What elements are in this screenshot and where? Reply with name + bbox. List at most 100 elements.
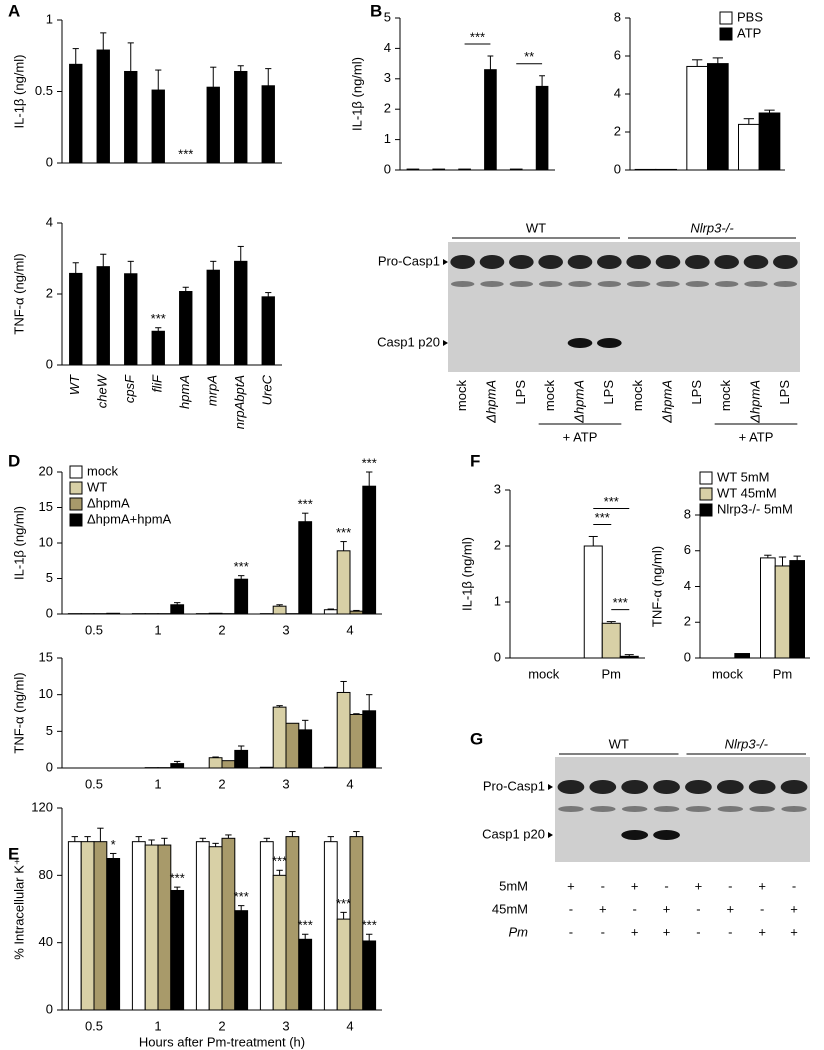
x-tick-label: 4 bbox=[346, 776, 353, 791]
panel-label: G bbox=[470, 729, 483, 748]
error-bar bbox=[778, 556, 787, 566]
significance: *** bbox=[298, 497, 313, 512]
y-axis-label: IL-1β (ng/ml) bbox=[11, 506, 26, 580]
x-tick-label: 3 bbox=[282, 622, 289, 637]
y-tick-label: 4 bbox=[384, 40, 391, 55]
error-bar bbox=[302, 512, 309, 522]
error-bar bbox=[127, 42, 134, 72]
bar bbox=[221, 760, 236, 769]
significance: *** bbox=[170, 871, 185, 886]
y-tick-label: 80 bbox=[39, 867, 53, 882]
x-tick-label: 0.5 bbox=[85, 622, 103, 637]
x-tick-label: Pm bbox=[773, 666, 793, 681]
y-tick-label: 40 bbox=[39, 934, 53, 949]
band-faint bbox=[480, 281, 504, 287]
band bbox=[685, 780, 712, 794]
x-tick-label: fliF bbox=[150, 374, 165, 392]
condition-mark: - bbox=[633, 901, 637, 916]
significance: *** bbox=[362, 918, 377, 933]
error-bar bbox=[764, 554, 772, 558]
legend-swatch bbox=[69, 481, 83, 495]
bar bbox=[234, 578, 249, 615]
y-tick-label: 0 bbox=[494, 649, 501, 664]
lane-label: mock bbox=[454, 380, 469, 412]
y-tick-label: 0 bbox=[684, 649, 691, 664]
y-tick-label: 0 bbox=[46, 356, 53, 371]
legend-swatch bbox=[719, 27, 733, 41]
y-tick-label: 0 bbox=[46, 759, 53, 774]
error-bar bbox=[97, 827, 104, 842]
x-tick-label: UreC bbox=[260, 374, 275, 405]
x-tick-label: 3 bbox=[282, 776, 289, 791]
error-bar bbox=[606, 621, 616, 624]
error-bar bbox=[353, 831, 360, 837]
band-faint bbox=[538, 281, 563, 287]
group-label: WT bbox=[609, 736, 629, 751]
error-bar bbox=[155, 327, 162, 332]
band bbox=[743, 255, 769, 269]
y-axis-label: TNF-α (ng/ml) bbox=[11, 672, 26, 753]
band-faint bbox=[685, 806, 712, 812]
band-faint bbox=[685, 281, 710, 287]
band-p20 bbox=[621, 830, 649, 840]
band-faint bbox=[509, 281, 534, 287]
condition-mark: - bbox=[569, 924, 573, 939]
bar bbox=[406, 168, 420, 171]
error-bar bbox=[100, 32, 107, 51]
error-bar bbox=[161, 837, 168, 846]
band-label: Pro-Casp1 bbox=[378, 253, 440, 268]
bar bbox=[179, 291, 193, 366]
bar bbox=[619, 655, 639, 659]
band-faint bbox=[590, 806, 616, 812]
bar bbox=[170, 604, 185, 615]
significance: *** bbox=[272, 854, 287, 869]
y-tick-label: 6 bbox=[684, 542, 691, 557]
y-tick-label: 2 bbox=[494, 537, 501, 552]
bar bbox=[234, 260, 248, 366]
y-tick-label: 0 bbox=[614, 161, 621, 176]
error-bar bbox=[588, 535, 598, 546]
error-bar bbox=[210, 260, 217, 271]
error-bar bbox=[238, 905, 245, 911]
x-tick-label: mock bbox=[528, 666, 560, 681]
bar bbox=[774, 565, 791, 659]
y-axis-label: IL-1β (ng/ml) bbox=[459, 537, 474, 611]
significance: *** bbox=[336, 525, 351, 540]
x-tick-label: WT bbox=[67, 374, 82, 395]
band bbox=[479, 255, 505, 269]
y-tick-label: 8 bbox=[684, 506, 691, 521]
band bbox=[716, 780, 744, 794]
condition-mark: - bbox=[696, 901, 700, 916]
panel-label: B bbox=[370, 1, 382, 20]
error-bar bbox=[238, 745, 245, 751]
y-tick-label: 4 bbox=[684, 578, 691, 593]
legend-label: ΔhpmA+hpmA bbox=[87, 511, 172, 526]
bar bbox=[124, 273, 138, 366]
bar bbox=[234, 749, 249, 769]
error-bar bbox=[237, 245, 244, 262]
y-axis-label: IL-1β (ng/ml) bbox=[11, 55, 26, 129]
bar bbox=[336, 550, 351, 615]
y-tick-label: 0.5 bbox=[35, 83, 53, 98]
condition-mark: - bbox=[664, 878, 668, 893]
y-tick-label: 0 bbox=[384, 161, 391, 176]
band-faint bbox=[781, 806, 807, 812]
y-tick-label: 5 bbox=[46, 570, 53, 585]
y-tick-label: 15 bbox=[39, 499, 53, 514]
x-tick-label: 2 bbox=[218, 1018, 225, 1033]
significance: *** bbox=[336, 896, 351, 911]
lane-label: ΔhpmA bbox=[571, 380, 586, 424]
bar bbox=[362, 940, 377, 1011]
legend-swatch bbox=[69, 465, 83, 479]
bar bbox=[106, 612, 121, 615]
legend-label: mock bbox=[87, 463, 119, 478]
bar bbox=[432, 168, 446, 171]
condition-mark: + bbox=[631, 878, 639, 893]
band bbox=[557, 780, 585, 794]
condition-mark: + bbox=[695, 878, 703, 893]
x-tick-label: 1 bbox=[154, 1018, 161, 1033]
group-label: WT bbox=[526, 220, 546, 235]
bar bbox=[734, 653, 750, 659]
bar bbox=[206, 269, 220, 366]
band-label: Pro-Casp1 bbox=[483, 778, 545, 793]
